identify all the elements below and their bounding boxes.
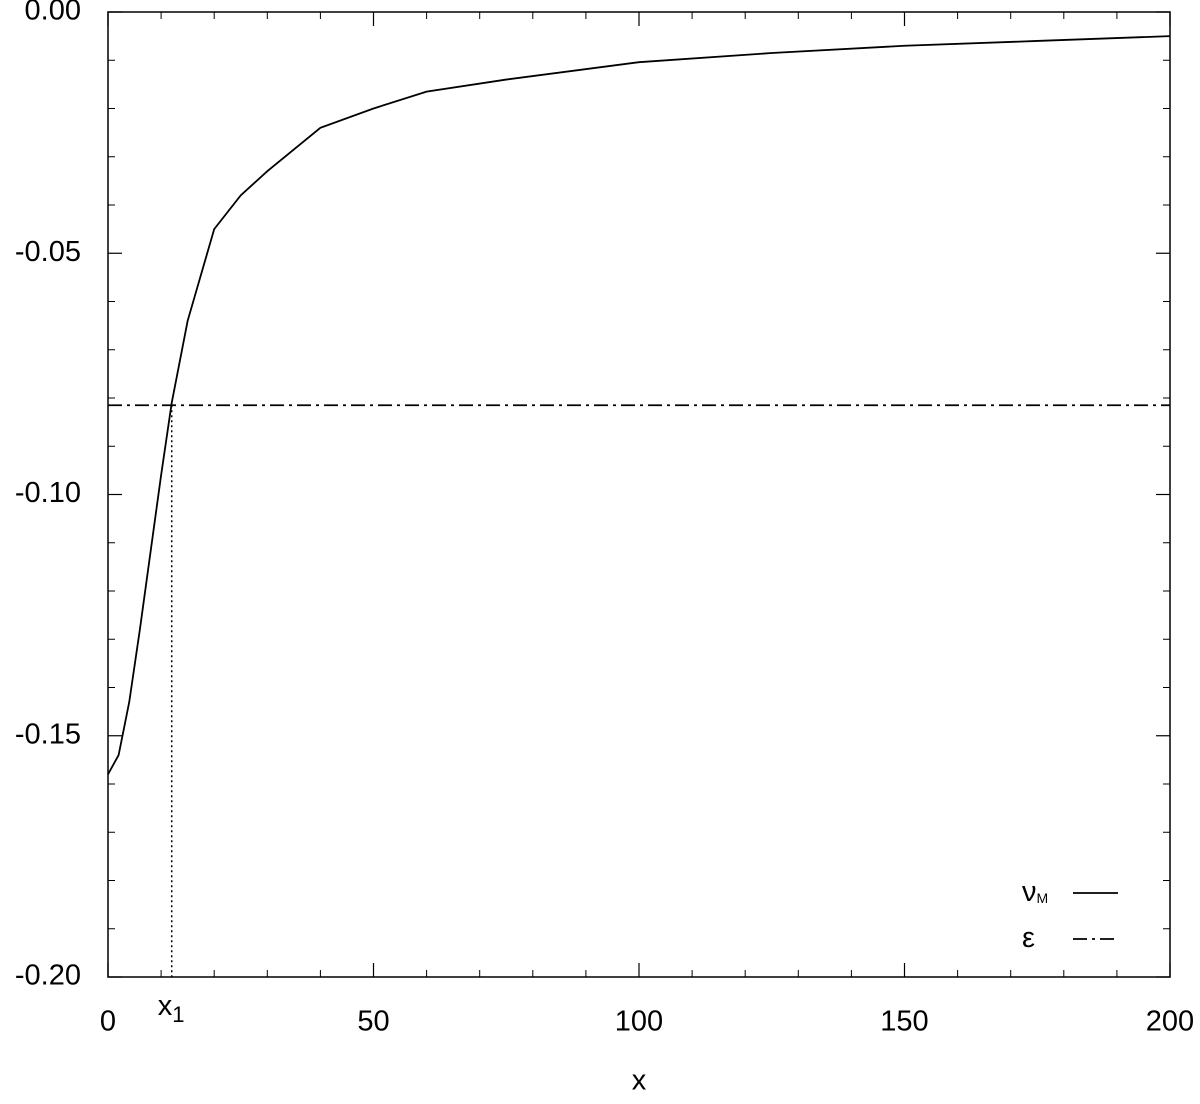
legend-label: ε xyxy=(1022,922,1035,954)
x-axis-label: x xyxy=(632,1065,647,1097)
x-tick-label: 100 xyxy=(615,1006,663,1038)
y-tick-label: -0.20 xyxy=(15,960,81,992)
annotation: x1 xyxy=(158,990,185,1027)
annotation-text: x xyxy=(158,990,173,1022)
legend-name: ν xyxy=(1022,876,1037,908)
legend-sub: M xyxy=(1037,890,1049,906)
y-tick-label: 0.00 xyxy=(25,0,81,27)
series-line xyxy=(107,35,1171,775)
x-tick-label: 150 xyxy=(880,1006,928,1038)
annotation-sub: 1 xyxy=(172,1002,184,1027)
legend-name: ε xyxy=(1022,922,1035,954)
y-tick-label: -0.15 xyxy=(15,718,81,750)
legend-label: νM xyxy=(1022,876,1048,908)
plot-frame xyxy=(107,11,1171,978)
x-tick-label: 50 xyxy=(357,1006,389,1038)
y-tick-label: -0.10 xyxy=(15,477,81,509)
x-tick-label: 0 xyxy=(100,1006,116,1038)
x-tick-label: 200 xyxy=(1146,1006,1194,1038)
y-tick-label: -0.05 xyxy=(15,236,81,268)
